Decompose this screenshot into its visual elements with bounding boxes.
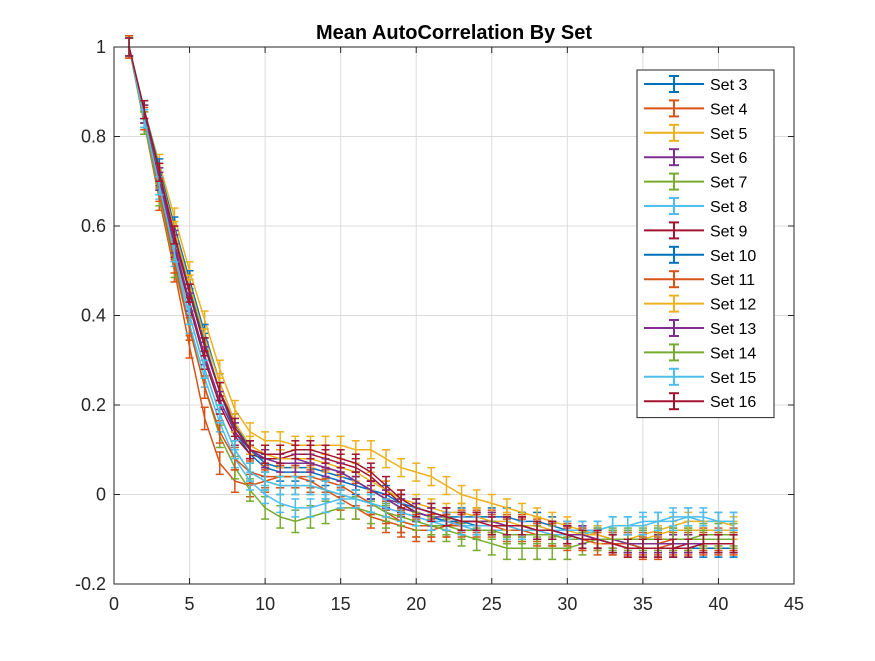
y-tick-label: -0.2 bbox=[75, 574, 106, 594]
x-tick-label: 5 bbox=[185, 594, 195, 614]
legend-label: Set 16 bbox=[710, 394, 756, 411]
y-tick-label: 0.2 bbox=[81, 395, 106, 415]
legend-label: Set 13 bbox=[710, 321, 756, 338]
chart-title: Mean AutoCorrelation By Set bbox=[316, 22, 592, 44]
legend-label: Set 14 bbox=[710, 345, 756, 362]
legend-label: Set 9 bbox=[710, 223, 747, 240]
legend[interactable]: Set 3 Set 4 Set 5 Set 6 Set 7 Set 8 Set 9 Set 1… bbox=[637, 70, 774, 418]
legend-label: Set 15 bbox=[710, 370, 756, 387]
x-tick-label: 10 bbox=[255, 594, 275, 614]
legend-box bbox=[637, 70, 774, 418]
y-tick-label: 0.6 bbox=[81, 216, 106, 236]
y-tick-label: 1 bbox=[96, 37, 106, 57]
legend-label: Set 5 bbox=[710, 126, 747, 143]
x-tick-label: 45 bbox=[784, 594, 804, 614]
legend-label: Set 7 bbox=[710, 175, 747, 192]
x-tick-label: 20 bbox=[406, 594, 426, 614]
legend-label: Set 3 bbox=[710, 77, 747, 94]
x-tick-label: 25 bbox=[482, 594, 502, 614]
x-tick-label: 35 bbox=[633, 594, 653, 614]
x-tick-label: 15 bbox=[331, 594, 351, 614]
legend-label: Set 6 bbox=[710, 150, 747, 167]
y-tick-label: 0.8 bbox=[81, 127, 106, 147]
x-tick-label: 0 bbox=[109, 594, 119, 614]
x-tick-label: 40 bbox=[708, 594, 728, 614]
legend-label: Set 8 bbox=[710, 199, 747, 216]
y-tick-label: 0 bbox=[96, 485, 106, 505]
legend-label: Set 12 bbox=[710, 297, 756, 314]
legend-label: Set 4 bbox=[710, 101, 747, 118]
x-tick-label: 30 bbox=[557, 594, 577, 614]
legend-label: Set 10 bbox=[710, 248, 756, 265]
y-tick-label: 0.4 bbox=[81, 306, 106, 326]
legend-label: Set 11 bbox=[710, 272, 755, 289]
